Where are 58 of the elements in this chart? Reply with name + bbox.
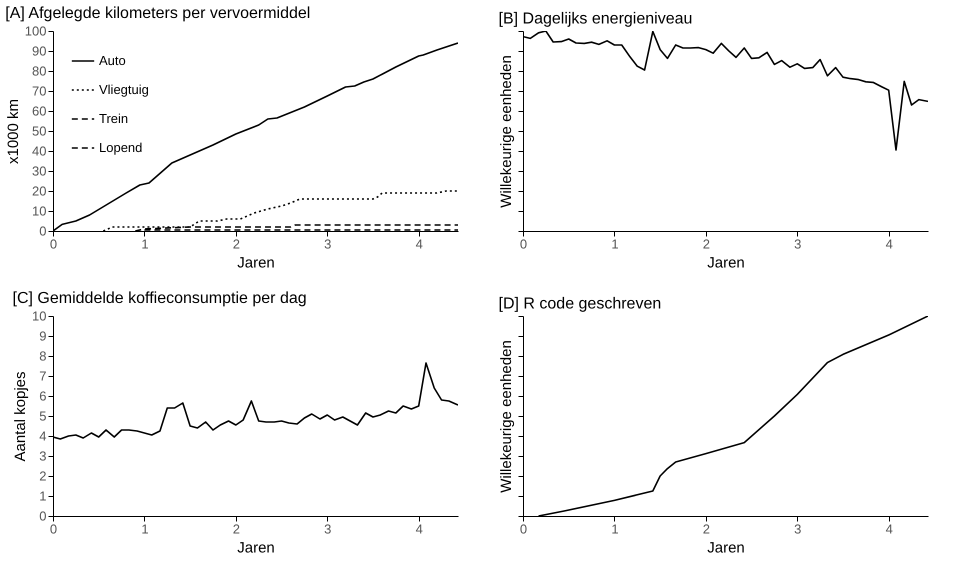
x-axis-title: Jaren: [237, 254, 275, 272]
chart-title: [C] Gemiddelde koffieconsumptie per dag: [12, 290, 307, 307]
x-tick-label: 0: [50, 522, 58, 536]
chart-title: [D] R code geschreven: [498, 296, 662, 312]
x-axis-title: Jaren: [707, 254, 745, 272]
x-tick-label: 3: [794, 236, 802, 252]
y-tick-label: 4: [39, 428, 46, 444]
x-tick-label: 1: [611, 522, 619, 536]
x-tick-label: 2: [232, 236, 240, 252]
x-tick-label: 0: [520, 236, 528, 252]
legend-label: Lopend: [99, 140, 142, 155]
x-axis-title: Jaren: [237, 540, 275, 556]
y-axis-title: Aantal kopjes: [12, 371, 30, 462]
x-tick-label: 2: [702, 522, 710, 536]
x-tick-label: 2: [702, 236, 710, 252]
y-tick-label: 7: [39, 368, 46, 384]
x-tick-label: 0: [520, 522, 528, 536]
y-tick-label: 20: [32, 184, 46, 198]
y-tick-label: 2: [39, 468, 46, 484]
x-tick-label: 3: [324, 522, 332, 536]
x-tick-label: 1: [141, 236, 149, 252]
x-tick-label: 2: [232, 522, 240, 536]
x-tick-label: 4: [416, 522, 423, 536]
chart-title: [A] Afgelegde kilometers per vervoermiddel: [5, 5, 310, 22]
y-tick-label: 50: [32, 124, 46, 138]
y-tick-label: 30: [32, 164, 46, 178]
y-axis-title: x1000 km: [4, 98, 22, 164]
y-tick-label: 80: [32, 64, 46, 78]
legend-label: Auto: [99, 53, 126, 68]
chart-title: [B] Dagelijks energieniveau: [498, 10, 692, 28]
x-tick-label: 4: [886, 522, 893, 536]
y-tick-label: 3: [39, 448, 46, 464]
y-tick-label: 40: [32, 144, 46, 158]
y-tick-label: 10: [32, 204, 46, 218]
y-tick-label: 8: [39, 348, 46, 364]
y-tick-label: 5: [39, 408, 46, 424]
y-tick-label: 9: [39, 328, 46, 344]
y-tick-label: 70: [32, 84, 46, 98]
y-axis-title: Willekeurige eenheden: [498, 55, 515, 208]
y-tick-label: 10: [32, 308, 46, 324]
x-tick-label: 0: [50, 236, 58, 252]
x-tick-label: 1: [611, 236, 619, 252]
x-tick-label: 3: [794, 522, 802, 536]
y-axis-title: Willekeurige eenheden: [498, 340, 515, 493]
x-tick-label: 4: [416, 236, 423, 252]
x-tick-label: 1: [141, 522, 149, 536]
y-tick-label: 6: [39, 388, 46, 404]
y-tick-label: 90: [32, 44, 46, 58]
legend-label: Trein: [99, 111, 128, 126]
y-tick-label: 60: [32, 104, 46, 118]
y-tick-label: 0: [39, 224, 46, 238]
legend-label: Vliegtuig: [99, 82, 149, 97]
y-tick-label: 0: [39, 508, 46, 524]
y-tick-label: 100: [24, 24, 46, 38]
x-tick-label: 3: [324, 236, 332, 252]
x-tick-label: 4: [886, 236, 893, 252]
x-axis-title: Jaren: [707, 540, 745, 556]
y-tick-label: 1: [39, 488, 46, 504]
